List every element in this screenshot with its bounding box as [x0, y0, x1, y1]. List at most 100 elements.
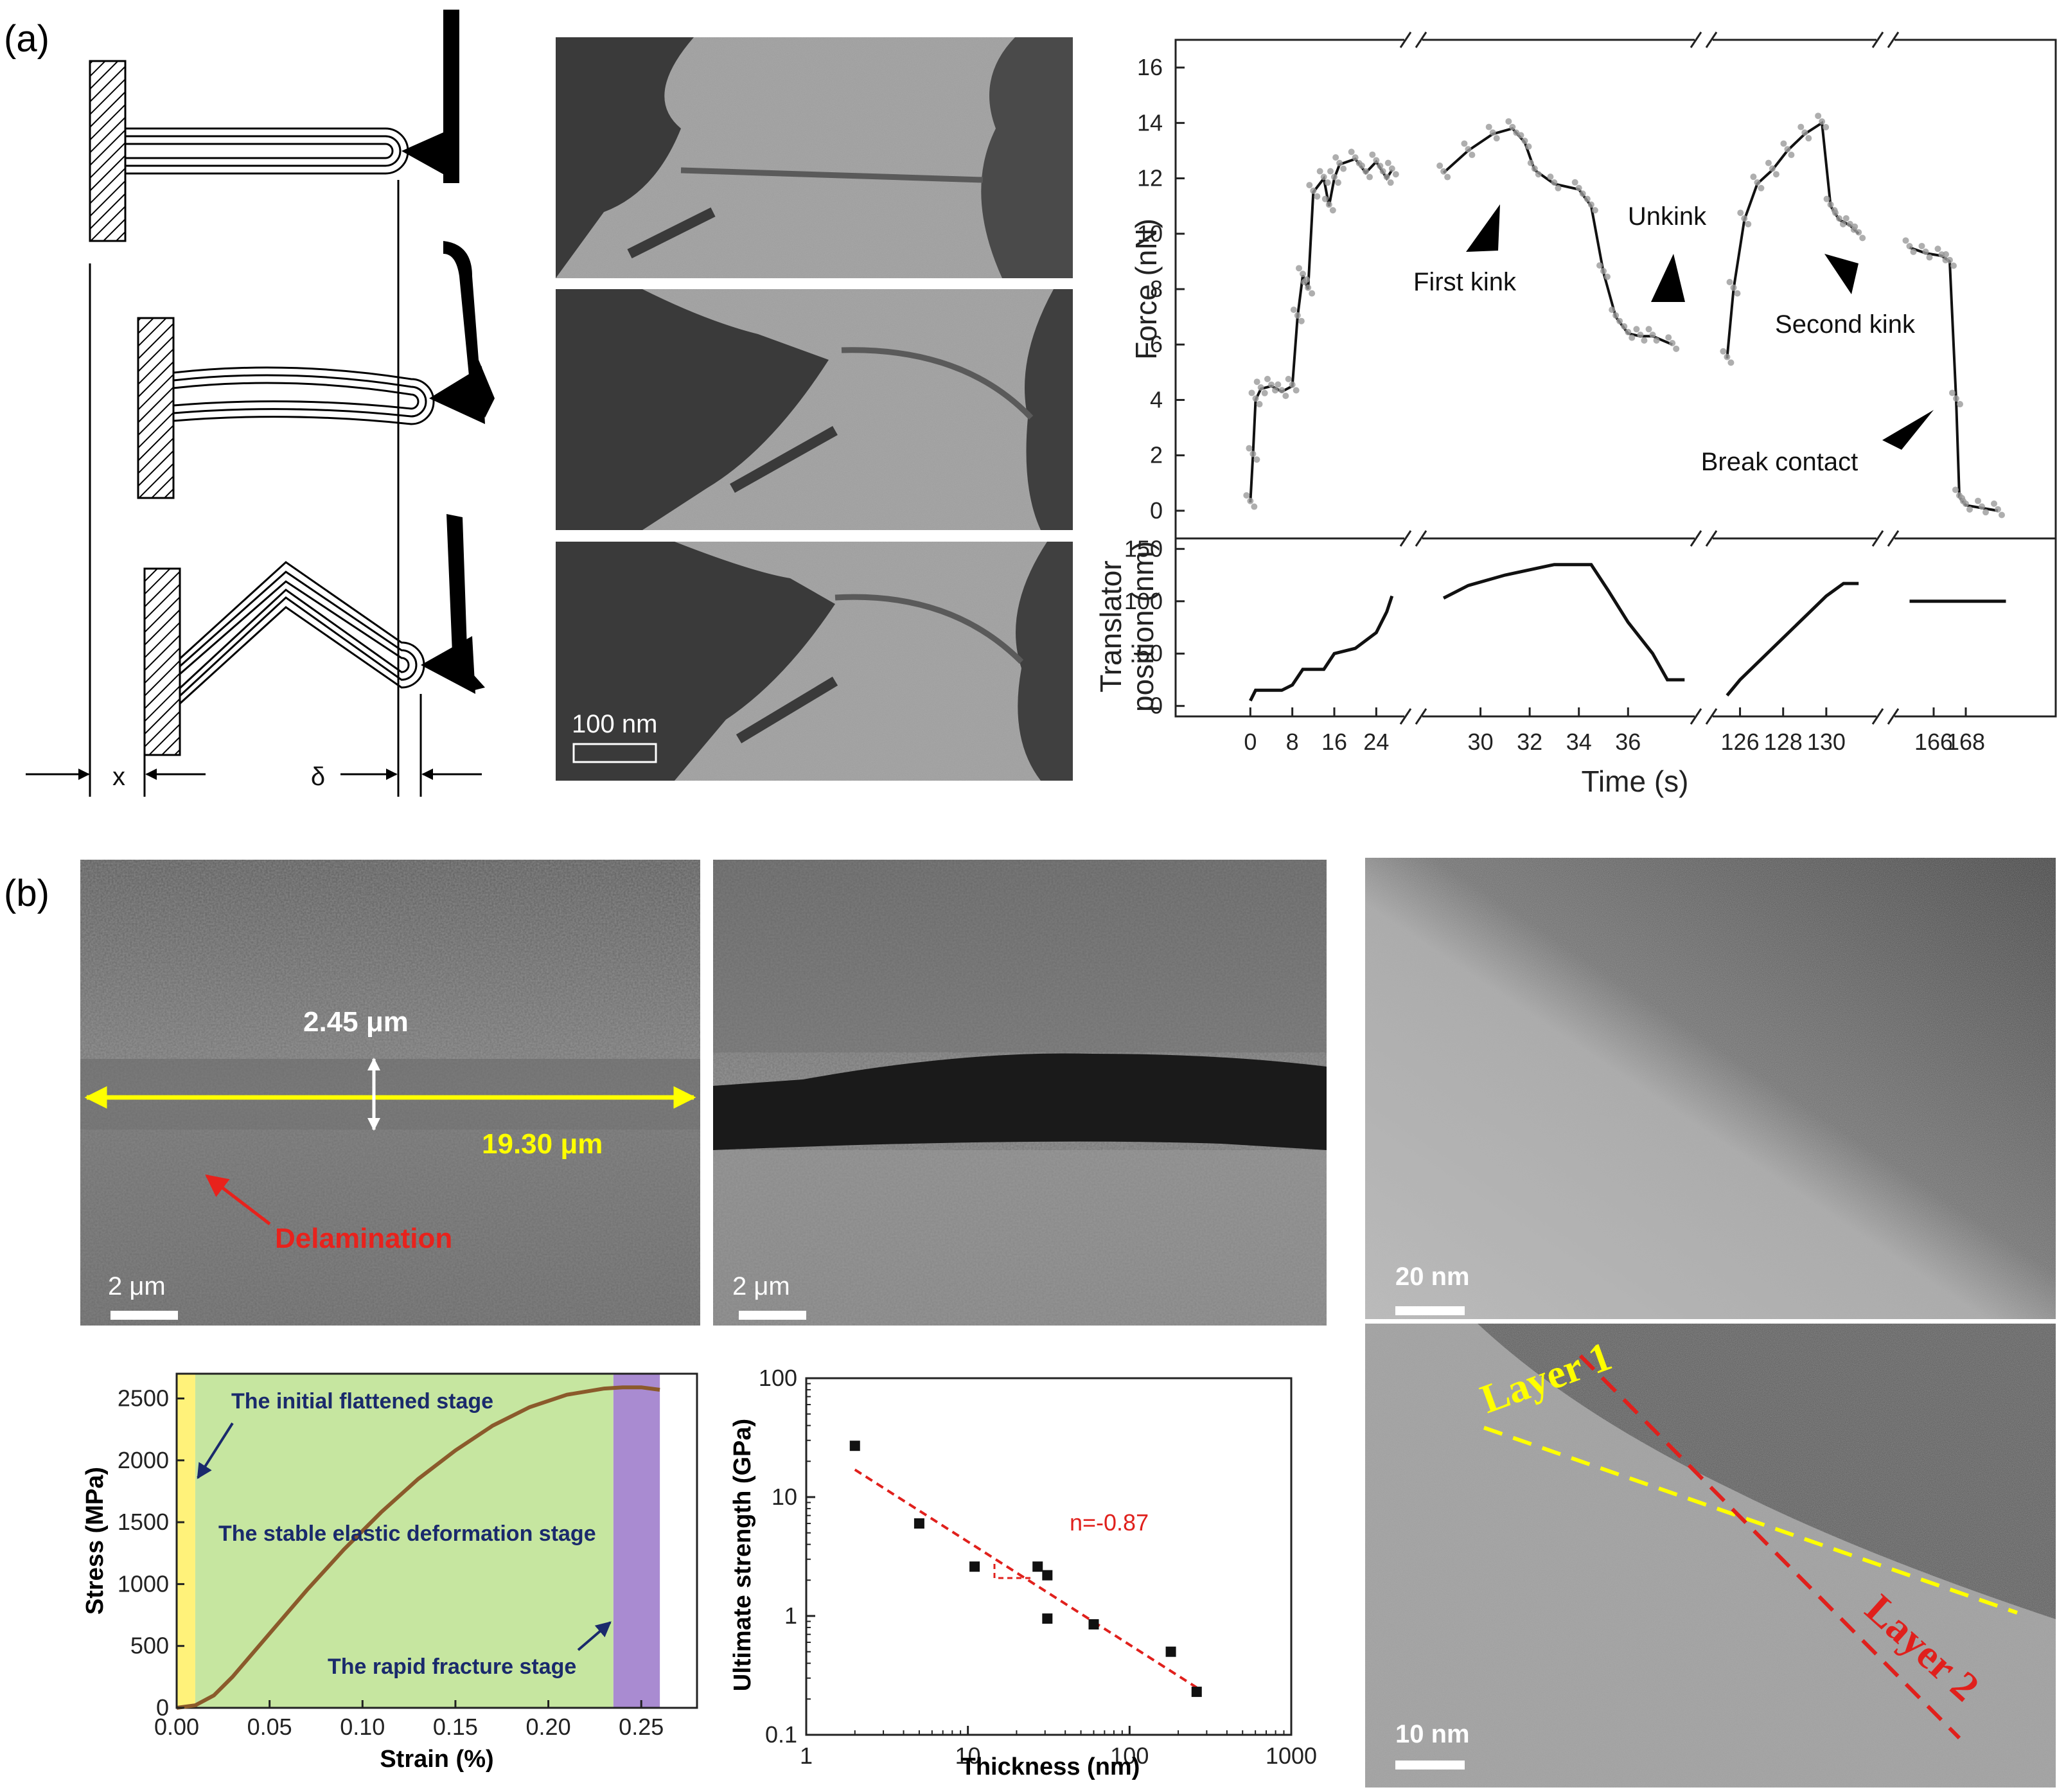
second-kink-label: Second kink [1775, 310, 1916, 339]
force-raw-point [1331, 173, 1338, 181]
unkink-label: Unkink [1628, 202, 1707, 231]
axis-break-mark [1690, 708, 1702, 725]
axis-break-gap [1404, 532, 1422, 545]
thickness-xtick-label: 100 [1110, 1743, 1149, 1769]
thickness-xlabel: Thickness (nm) [961, 1753, 1140, 1780]
force-ytick-label: 4 [1150, 386, 1163, 413]
strain-xlabel: Strain (%) [380, 1746, 493, 1773]
force-raw-point [1750, 173, 1757, 181]
force-ytick-label: 12 [1137, 165, 1163, 191]
force-raw-point [1836, 215, 1842, 222]
force-raw-point [1730, 284, 1737, 291]
force-raw-point [1379, 168, 1386, 175]
force-raw-point [1272, 387, 1278, 394]
scalebar-b-tem-bottom [1395, 1761, 1465, 1770]
force-raw-point [1815, 112, 1822, 120]
time-xtick-label: 24 [1363, 729, 1389, 755]
force-raw-point [1444, 173, 1451, 181]
force-raw-point [1359, 162, 1365, 169]
scalebar-a [572, 743, 657, 763]
axis-break-gap [1695, 710, 1713, 723]
stage-label-initial: The initial flattened stage [231, 1389, 493, 1414]
force-raw-point [1769, 165, 1776, 172]
force-raw-point [1832, 209, 1839, 217]
force-raw-point [1934, 245, 1941, 253]
force-raw-point [1600, 267, 1607, 274]
time-xtick-label: 126 [1721, 729, 1760, 755]
force-raw-point [1959, 495, 1965, 502]
force-raw-point [1758, 184, 1765, 191]
axis-break-gap [1876, 710, 1894, 723]
force-raw-point [1645, 326, 1652, 333]
force-raw-point [1243, 492, 1250, 499]
second-kink-arrowhead [1824, 254, 1859, 294]
axis-break-mark [1705, 31, 1718, 48]
clamp-middle [137, 317, 175, 499]
force-raw-point [1765, 159, 1772, 166]
force-raw-point [1999, 511, 2005, 519]
force-raw-point [1293, 387, 1300, 394]
thickness-xtick-label: 1000 [1266, 1743, 1317, 1769]
stage-arrow-initial [197, 1422, 234, 1480]
trans-ytick-label: 50 [1137, 640, 1163, 666]
axis-break-mark [1415, 530, 1427, 547]
thickness-label: 2.45 μm [303, 1006, 409, 1038]
force-raw-point [1910, 248, 1917, 255]
force-raw-point [1784, 146, 1791, 153]
force-raw-point [1975, 497, 1981, 504]
force-raw-point [1551, 179, 1558, 186]
axis-break-gap [1695, 532, 1713, 545]
force-raw-point [1596, 262, 1603, 269]
scalebar-label-tem-top: 20 nm [1395, 1263, 1470, 1291]
force-raw-point [1329, 207, 1336, 214]
force-raw-point [1275, 381, 1282, 388]
force-raw-point [1373, 157, 1380, 164]
force-raw-point [1298, 317, 1305, 324]
first-kink-arrowhead [1466, 204, 1500, 252]
stage-region [613, 1374, 660, 1708]
force-raw-point [1587, 201, 1594, 208]
thickness-xtick-label: 10 [955, 1743, 981, 1769]
force-raw-point [1314, 193, 1321, 200]
axis-break-mark [1705, 708, 1718, 725]
force-raw-point [1855, 229, 1862, 236]
force-raw-point [1612, 312, 1620, 319]
force-raw-point [1306, 182, 1313, 189]
force-raw-point [1653, 337, 1660, 344]
force-raw-point [1321, 195, 1329, 202]
force-raw-point [1991, 500, 1997, 507]
tem-frames-a [556, 37, 1073, 781]
axis-break-gap [1404, 33, 1422, 46]
force-raw-point [1741, 215, 1748, 222]
strength-ylabel: Ultimate strength (GPa) [729, 1419, 756, 1691]
data-point [1088, 1619, 1099, 1630]
force-raw-point [1535, 171, 1542, 178]
strength-ytick-label: 10 [772, 1484, 797, 1510]
force-raw-point [1485, 123, 1492, 130]
plot-frame [1174, 39, 2057, 718]
force-ylabel: Force (nN) [1129, 218, 1163, 360]
translator-series-segment [1442, 563, 1685, 682]
force-raw-point [1859, 235, 1866, 242]
force-raw-point [1257, 384, 1264, 391]
force-raw-point [1547, 173, 1554, 181]
stress-ylabel: Stress (MPa) [82, 1467, 109, 1615]
force-raw-point [1527, 159, 1534, 166]
force-raw-point [1253, 456, 1260, 463]
layer1-line [1483, 1426, 2018, 1615]
force-raw-point [1842, 215, 1850, 222]
scalebar-label-tem-bottom: 10 nm [1395, 1720, 1470, 1748]
force-raw-point [1957, 401, 1963, 408]
force-raw-point [1305, 284, 1312, 291]
force-raw-point [1335, 179, 1341, 186]
layer2-line [1578, 1354, 1961, 1740]
force-raw-point [1384, 159, 1391, 166]
scalebar-label-a: 100 nm [572, 710, 657, 738]
stress-ytick-label: 1000 [118, 1570, 169, 1597]
stress-ytick-label: 2000 [118, 1447, 169, 1473]
force-raw-point [1953, 395, 1959, 402]
force-raw-point [1377, 163, 1384, 170]
force-raw-point [1641, 337, 1648, 344]
